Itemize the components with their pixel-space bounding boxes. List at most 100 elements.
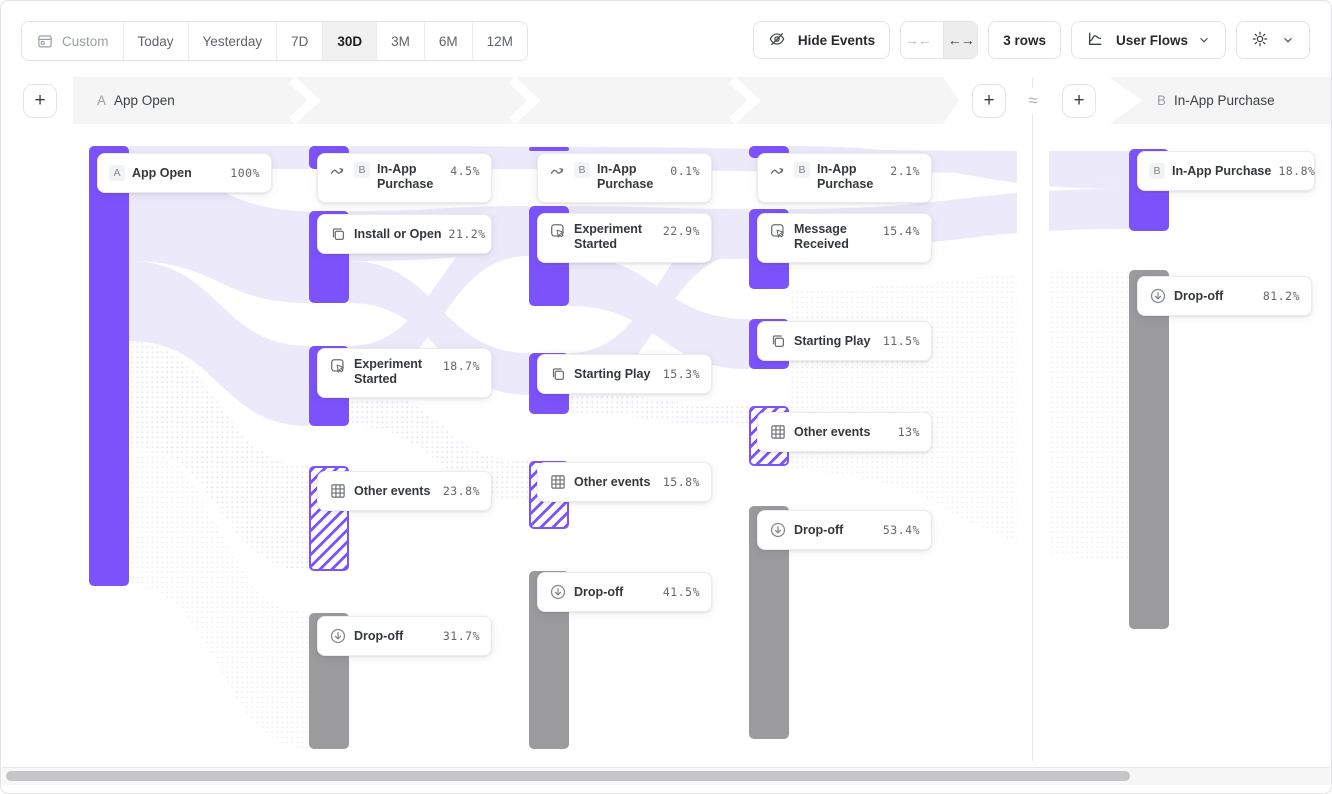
flow-node-card[interactable]: Other events 23.8% (317, 471, 492, 511)
flow-node-card[interactable]: Other events 15.8% (537, 462, 712, 502)
node-label: Other events (574, 474, 651, 489)
flow-node-card[interactable]: Install or Open 21.2% (317, 214, 492, 254)
flow-node-card[interactable]: Drop-off 53.4% (757, 510, 932, 550)
horizontal-scrollbar-track (2, 767, 1330, 785)
flow-node-card[interactable]: Experiment Started 18.7% (317, 348, 492, 398)
flow-node-card[interactable]: Starting Play 11.5% (757, 321, 932, 361)
node-value: 41.5% (662, 585, 700, 599)
node-label: Other events (354, 483, 431, 498)
node-value: 11.5% (882, 334, 920, 348)
chevron-down-icon (1281, 33, 1295, 47)
node-label: In-App Purchase (817, 162, 874, 191)
app-windows-icon (329, 225, 347, 243)
node-label: Message Received (794, 222, 849, 251)
add-step-button-right[interactable]: + (1062, 84, 1096, 118)
date-range-12m[interactable]: 12M (471, 22, 527, 60)
click-icon (549, 222, 567, 240)
grid-icon (329, 482, 347, 500)
node-value: 4.5% (450, 164, 480, 178)
node-value: 53.4% (882, 523, 920, 537)
date-range-custom[interactable]: Custom (22, 22, 123, 60)
node-label: Experiment Started (354, 357, 423, 386)
end-step-label[interactable]: B In-App Purchase (1157, 77, 1275, 124)
chart-controls: Hide Events →← ←→ 3 rows User Flows (752, 21, 1310, 59)
calendar-icon (36, 32, 54, 50)
node-label: Starting Play (574, 366, 651, 381)
node-label: In-App Purchase (1172, 163, 1272, 178)
step-badge: B (354, 162, 370, 178)
eye-off-icon (768, 30, 789, 51)
gear-icon (1251, 30, 1272, 51)
step-badge: A (109, 165, 125, 181)
node-value: 13% (897, 425, 920, 439)
hide-events-button[interactable]: Hide Events (752, 21, 891, 59)
date-range-today[interactable]: Today (122, 22, 188, 60)
node-value: 21.2% (448, 227, 486, 241)
flow-node-card[interactable]: Message Received 15.4% (757, 213, 932, 263)
node-value: 18.8% (1278, 164, 1316, 178)
chevron-down-icon (1197, 33, 1211, 47)
node-label: Other events (794, 424, 871, 439)
node-value: 2.1% (890, 164, 920, 178)
flow-node-card[interactable]: Drop-off 41.5% (537, 572, 712, 612)
node-label: Drop-off (1174, 288, 1224, 303)
node-value: 15.3% (662, 367, 700, 381)
expand-columns-button[interactable]: ←→ (943, 22, 978, 58)
flow-node-card[interactable]: Drop-off 81.2% (1137, 276, 1312, 316)
node-value: 31.7% (442, 629, 480, 643)
grid-icon (769, 423, 787, 441)
node-label: Starting Play (794, 333, 871, 348)
flow-node-bar[interactable] (1129, 270, 1169, 629)
node-value: 18.7% (442, 359, 480, 373)
node-label: App Open (132, 165, 192, 180)
grid-icon (549, 473, 567, 491)
end-step-band[interactable] (1109, 77, 1331, 124)
date-range-6m[interactable]: 6M (423, 22, 472, 60)
flow-node-card[interactable]: B In-App Purchase 18.8% (1137, 151, 1315, 191)
collapse-expand-group: →← ←→ (900, 21, 979, 59)
node-value: 81.2% (1262, 289, 1300, 303)
node-label: Drop-off (794, 522, 844, 537)
date-range-label: Custom (62, 33, 109, 49)
flow-arrow-icon (549, 162, 567, 180)
flow-node-card[interactable]: Other events 13% (757, 412, 932, 452)
flow-node-card[interactable]: B In-App Purchase 0.1% (537, 153, 712, 203)
collapse-columns-button[interactable]: →← (904, 32, 932, 48)
node-value: 100% (230, 166, 260, 180)
flow-node-card[interactable]: B In-App Purchase 2.1% (757, 153, 932, 203)
flow-node-bar[interactable] (529, 147, 569, 151)
flow-node-card[interactable]: Starting Play 15.3% (537, 354, 712, 394)
dropoff-icon (1149, 287, 1167, 305)
date-range-3m[interactable]: 3M (376, 22, 424, 60)
add-step-button-left[interactable]: + (23, 84, 57, 118)
flow-node-card[interactable]: A App Open 100% (97, 153, 272, 193)
flow-node-card[interactable]: B In-App Purchase 4.5% (317, 153, 492, 203)
add-step-button-middle[interactable]: + (972, 84, 1006, 118)
start-step-label[interactable]: A App Open (97, 77, 175, 124)
flow-node-card[interactable]: Drop-off 31.7% (317, 616, 492, 656)
node-label: Install or Open (354, 226, 442, 241)
flow-node-card[interactable]: Experiment Started 22.9% (537, 213, 712, 263)
end-step-divider (1032, 77, 1033, 761)
start-step-band[interactable] (73, 77, 923, 124)
flow-node-bar[interactable] (89, 146, 129, 586)
dropoff-icon (769, 521, 787, 539)
click-icon (769, 222, 787, 240)
node-value: 23.8% (442, 484, 480, 498)
date-range-30d[interactable]: 30D (322, 22, 377, 60)
app-windows-icon (549, 365, 567, 383)
flow-arrow-icon (329, 162, 347, 180)
rows-button[interactable]: 3 rows (988, 21, 1061, 59)
horizontal-scrollbar-thumb[interactable] (6, 771, 1130, 781)
node-value: 15.8% (662, 475, 700, 489)
node-value: 22.9% (662, 224, 700, 238)
view-selector-button[interactable]: User Flows (1070, 21, 1226, 59)
date-range-7d[interactable]: 7D (276, 22, 323, 60)
node-label: Drop-off (354, 628, 404, 643)
step-b-name: In-App Purchase (1174, 93, 1275, 108)
node-label: Drop-off (574, 584, 624, 599)
date-range-yesterday[interactable]: Yesterday (187, 22, 277, 60)
step-badge: B (1149, 163, 1165, 179)
settings-button[interactable] (1236, 21, 1310, 59)
